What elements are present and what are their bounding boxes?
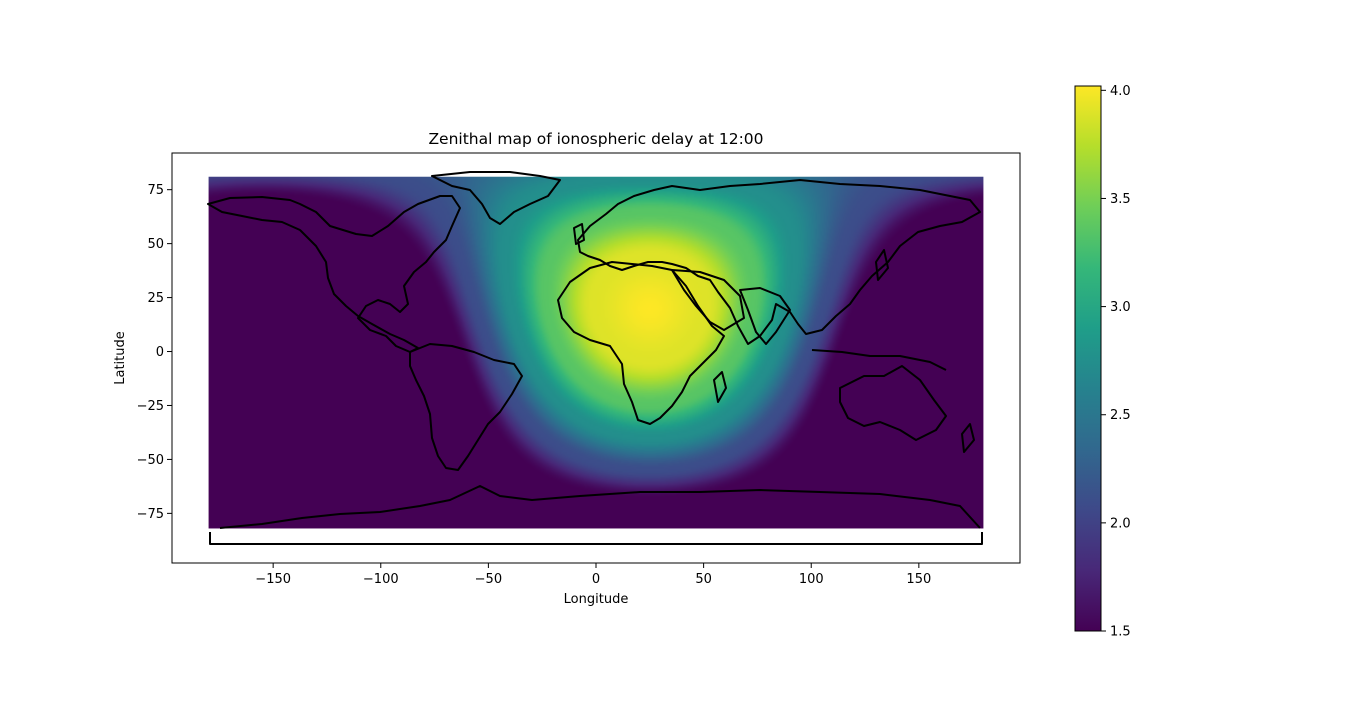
y-tick-label: −75 [137,507,164,522]
north-america-outline [207,195,461,353]
y-tick-label: −25 [137,399,164,414]
australia-outline [839,365,947,441]
y-tick-label: 0 [156,345,164,360]
x-axis-label: Longitude [564,592,629,607]
map-plot-area [171,152,1021,564]
y-axis-label: Latitude [113,331,128,385]
india-outline [739,287,791,345]
ionospheric-delay-heatmap [208,176,984,529]
x-tick-label: 50 [695,572,712,587]
greenland-outline [431,171,561,225]
y-tick-label: 75 [147,183,164,198]
south-america-outline [409,343,523,471]
colorbar-ticks: 4.0 3.5 3.0 2.5 2.0 1.5 [1101,84,1131,640]
x-tick-label: 150 [906,572,931,587]
x-tick-label: −150 [255,572,291,587]
y-tick-label: −50 [137,453,164,468]
x-axis: −150 −100 −50 0 50 100 150 [255,563,931,587]
y-axis: 75 50 25 0 −25 −50 −75 [137,183,172,522]
indonesia-outline [811,349,947,371]
y-tick-label: 25 [147,291,164,306]
new-zealand-outline [961,423,975,453]
x-tick-label: −100 [363,572,399,587]
colorbar-tick-label: 4.0 [1110,84,1131,99]
x-tick-label: 100 [799,572,824,587]
colorbar: 4.0 3.5 3.0 2.5 2.0 1.5 [1074,84,1131,640]
madagascar-outline [713,371,727,403]
colorbar-gradient [1075,86,1101,631]
coastline-outlines [207,171,983,545]
bottom-frame-outline [209,532,983,545]
colorbar-tick-label: 3.5 [1110,192,1131,207]
chart-title: Zenithal map of ionospheric delay at 12:… [428,130,763,148]
africa-outline [557,261,725,425]
colorbar-frame [1074,85,1102,632]
arabia-outline [671,269,745,331]
japan-outline [875,249,889,281]
antarctica-outline [219,485,981,529]
colorbar-tick-label: 2.0 [1110,516,1131,531]
colorbar-tick-label: 1.5 [1110,625,1131,640]
x-tick-label: −50 [475,572,502,587]
y-tick-label: 50 [147,237,164,252]
uk-outline [573,223,585,245]
colorbar-tick-label: 2.5 [1110,408,1131,423]
europe-asia-outline [577,179,981,345]
colorbar-tick-label: 3.0 [1110,300,1131,315]
x-tick-label: 0 [592,572,600,587]
